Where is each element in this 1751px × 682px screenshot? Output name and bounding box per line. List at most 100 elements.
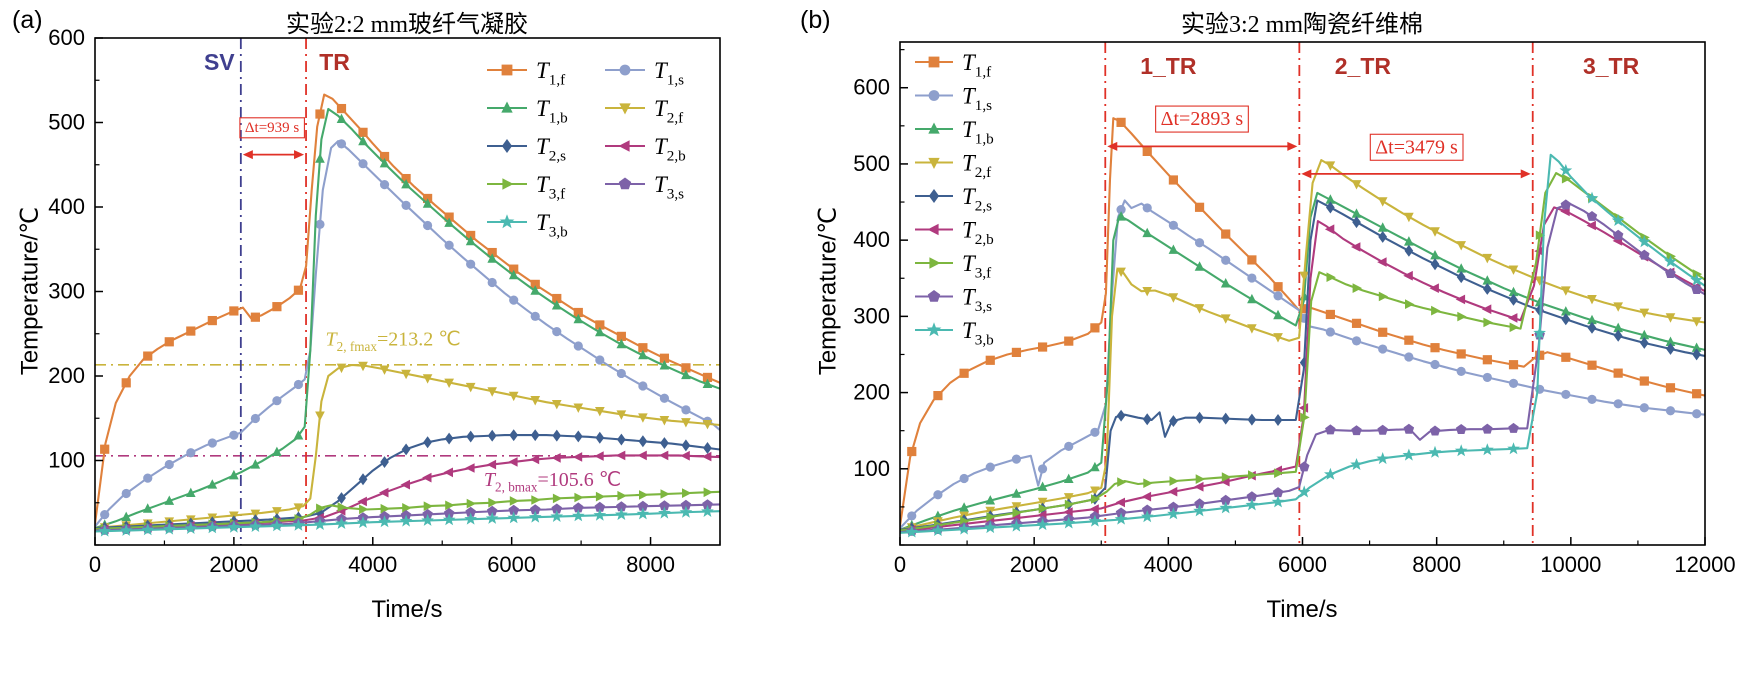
panel-b-xaxis-label: Time/s: [1266, 596, 1338, 623]
x-tick-label: 6000: [1278, 552, 1327, 577]
delta-t-annotation: Δt=2893 s: [1107, 105, 1298, 151]
event-label-SV: SV: [204, 49, 235, 75]
svg-text:T2,f: T2,f: [654, 96, 684, 126]
svg-text:T1,s: T1,s: [962, 84, 992, 114]
svg-text:T1,b: T1,b: [962, 117, 994, 147]
svg-text:T3,b: T3,b: [536, 210, 568, 240]
svg-text:T1,b: T1,b: [536, 96, 568, 126]
series-T3s: [900, 199, 1705, 536]
legend-item-T2b: T2,b: [605, 134, 686, 164]
y-tick-label: 200: [48, 363, 85, 388]
panel-a: 0 2000 4000 6000 8000 100 200 300 400 500 600 SV TR Δ…: [48, 25, 721, 577]
legend-item-T1f: T1,f: [487, 58, 566, 88]
legend-item-T1s: T1,s: [605, 58, 684, 88]
x-tick-label: 6000: [487, 552, 536, 577]
reference-lines: [1104, 42, 1534, 545]
y-tick-label: 500: [853, 151, 890, 176]
delta-t-annotation: Δt=3479 s: [1301, 133, 1531, 179]
legend-item-T2f: T2,f: [915, 151, 992, 181]
svg-text:T2,b: T2,b: [962, 218, 994, 248]
legend-item-T3b: T3,b: [915, 318, 994, 348]
legend-item-T3f: T3,f: [487, 172, 566, 202]
svg-text:T1,f: T1,f: [962, 50, 992, 80]
series-T2f: [900, 159, 1705, 533]
y-tick-label: 400: [48, 194, 85, 219]
x-tick-label: 2000: [1010, 552, 1059, 577]
x-tick-label: 12000: [1674, 552, 1735, 577]
event-label-3_TR: 3_TR: [1583, 53, 1640, 79]
svg-text:T1,f: T1,f: [536, 58, 566, 88]
svg-text:T3,s: T3,s: [654, 172, 684, 202]
series-T3b: [95, 504, 720, 537]
panel-b-letter: (b): [800, 6, 831, 34]
legend-item-T3s: T3,s: [605, 172, 684, 202]
svg-text:Δt=3479 s: Δt=3479 s: [1375, 136, 1458, 158]
legend-item-T3s: T3,s: [915, 285, 992, 315]
reference-lines: [95, 38, 720, 545]
event-label-2_TR: 2_TR: [1335, 53, 1392, 79]
delta-t-annotation: Δt=939 s: [239, 117, 305, 160]
legend: T1,f T1,b T2,s T3,f T3,b T1,s T2,f T2,b T3,s: [487, 58, 686, 240]
legend-item-T2s: T2,s: [487, 134, 566, 164]
series-T1s: [95, 139, 720, 528]
series-T1f: [900, 117, 1705, 527]
y-tick-label: 500: [48, 110, 85, 135]
legend: T1,f T1,sT1,b T2,fT2,s T2,bT3,f T3,sT3,b: [915, 50, 994, 348]
y-tick-label: 600: [853, 75, 890, 100]
x-tick-label: 0: [89, 552, 101, 577]
x-tick-label: 10000: [1540, 552, 1601, 577]
svg-text:T2,b: T2,b: [654, 134, 686, 164]
series-T2b: [900, 206, 1705, 535]
legend-item-T3f: T3,f: [915, 251, 992, 281]
series-T2s: [900, 199, 1705, 535]
svg-text:T2,s: T2,s: [536, 134, 566, 164]
legend-item-T1b: T1,b: [915, 117, 994, 147]
max-temp-annotation: T2, bmax=105.6 ℃: [484, 469, 621, 495]
svg-text:T3,f: T3,f: [962, 251, 992, 281]
x-tick-label: 2000: [209, 552, 258, 577]
event-label-1_TR: 1_TR: [1140, 53, 1197, 79]
axes: 0 2000 4000 6000 8000 10000 12000 100 200 300 400 5…: [853, 41, 1736, 577]
svg-text:Δt=939 s: Δt=939 s: [245, 120, 300, 136]
legend-item-T1f: T1,f: [915, 50, 992, 80]
legend-item-T2f: T2,f: [605, 96, 684, 126]
legend-item-T2b: T2,b: [915, 218, 994, 248]
panel-b-title: 实验3:2 mm陶瓷纤维棉: [1180, 12, 1424, 38]
event-label-TR: TR: [319, 49, 350, 75]
svg-text:T3,f: T3,f: [536, 172, 566, 202]
legend-item-T1b: T1,b: [487, 96, 568, 126]
series-T1f: [95, 93, 720, 525]
legend-item-T1s: T1,s: [915, 84, 992, 114]
series-T1b: [900, 191, 1705, 531]
y-tick-label: 300: [853, 303, 890, 328]
panel-a-xaxis-label: Time/s: [371, 596, 443, 623]
series-T1s: [900, 199, 1705, 529]
svg-text:T2,s: T2,s: [962, 184, 992, 214]
legend-item-T3b: T3,b: [487, 210, 568, 240]
svg-text:T3,s: T3,s: [962, 285, 992, 315]
x-tick-label: 4000: [348, 552, 397, 577]
x-tick-label: 8000: [626, 552, 675, 577]
panel-b-yaxis-label: Temperature/℃: [814, 206, 842, 376]
x-tick-label: 4000: [1144, 552, 1193, 577]
x-tick-label: 8000: [1412, 552, 1461, 577]
panel-a-yaxis-label: Temperature/℃: [16, 206, 44, 376]
y-tick-label: 200: [853, 380, 890, 405]
max-temp-annotation: T2, fmax=213.2 ℃: [326, 329, 461, 355]
panel-b: 0 2000 4000 6000 8000 10000 12000 100 200 300 400 5…: [853, 41, 1736, 577]
svg-text:T3,b: T3,b: [962, 318, 994, 348]
series-T1b: [95, 107, 720, 530]
x-tick-label: 0: [894, 552, 906, 577]
y-tick-label: 100: [48, 448, 85, 473]
svg-text:Δt=2893 s: Δt=2893 s: [1161, 108, 1244, 130]
series-T3b: [900, 153, 1705, 538]
axes: 0 2000 4000 6000 8000 100 200 300 400 500 600: [48, 25, 721, 577]
panel-a-title: 实验2:2 mm玻纤气凝胶: [285, 12, 529, 38]
y-tick-label: 100: [853, 456, 890, 481]
y-tick-label: 600: [48, 25, 85, 50]
y-tick-label: 400: [853, 227, 890, 252]
panel-a-letter: (a): [12, 6, 43, 34]
legend-item-T2s: T2,s: [915, 184, 992, 214]
